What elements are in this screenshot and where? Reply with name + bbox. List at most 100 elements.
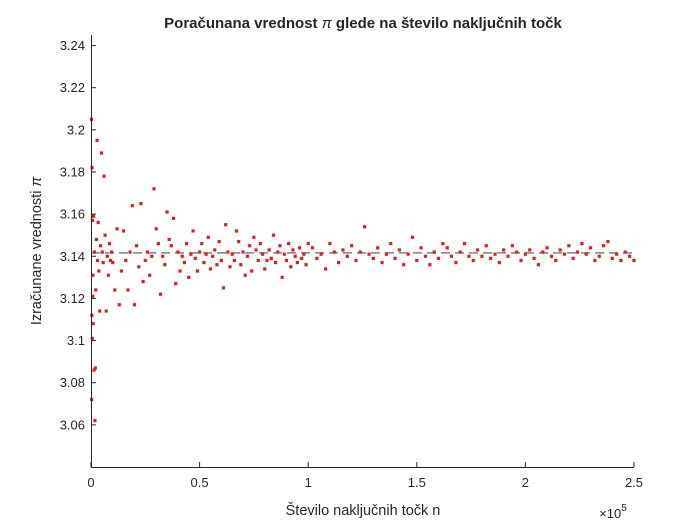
data-point [519,258,523,263]
data-point [545,246,549,250]
data-point [178,269,182,273]
data-point [91,273,95,277]
x-tick-label: 0.5 [191,475,209,490]
data-point [96,220,100,225]
data-point [580,242,584,246]
data-point [100,250,104,254]
plot-area: 0 0.5 1 1.5 2 2.5 3.06 3.08 3.1 3.12 3.14 3.16 3.18… [60,35,643,490]
data-point [363,225,367,229]
data-point [152,187,156,191]
data-point [158,292,163,296]
data-point [267,248,271,252]
data-point [103,233,107,237]
data-point [115,227,119,231]
data-point [554,258,558,263]
data-point [389,242,393,246]
data-point [571,256,575,260]
y-tick-label: 3.14 [60,249,85,264]
y-tick-label: 3.22 [60,80,85,95]
data-point [493,252,497,256]
data-point [150,254,154,258]
x-tick-label: 0 [87,475,94,490]
data-point [584,252,588,256]
data-point [97,269,101,273]
data-point [397,248,402,252]
data-point [506,254,510,258]
data-point [139,201,143,206]
data-point [541,250,545,254]
chart-title-suffix: glede na število naključnih točk [332,15,563,32]
data-point [471,258,475,263]
data-point [341,248,345,252]
y-axis-label-symbol: π [29,177,45,187]
data-point [567,244,571,248]
data-point [169,244,173,248]
data-point [98,244,103,248]
data-point [148,273,152,277]
data-point [502,248,506,252]
data-point [610,256,614,260]
data-point [367,252,371,256]
data-point [243,273,247,277]
data-point [328,242,332,246]
data-point [232,258,236,263]
data-point [245,254,249,258]
data-point [99,151,104,155]
data-point [300,256,304,260]
data-point [124,258,128,263]
data-point [384,252,388,256]
x-tick-label: 2.5 [625,475,643,490]
data-point [628,254,632,258]
x-axis-exponent-power: 5 [621,503,627,514]
data-point [128,250,132,254]
data-point [90,166,94,170]
data-point [562,252,567,256]
data-point [224,223,228,227]
chart-title: Poračunana vrednost π glede na število n… [164,15,562,32]
y-axis-label-prefix: Izračunane vrednosti [29,187,45,326]
data-point [358,250,362,254]
data-point [239,263,243,267]
data-point [234,229,239,233]
y-tick-label: 3.18 [60,164,85,179]
data-point [176,250,180,254]
data-point [406,252,410,256]
data-point [615,252,619,256]
data-point [263,267,267,271]
data-point [278,244,282,248]
data-point [423,254,428,258]
x-axis-exponent-base: ×10 [599,506,621,521]
data-point [549,254,554,258]
y-tick-label: 3.2 [67,122,85,137]
data-point [91,294,95,298]
data-point [276,250,280,254]
data-point [410,235,415,239]
data-point [247,244,252,248]
data-point [415,258,419,263]
data-point [117,303,121,307]
data-point [92,250,97,254]
data-point [113,288,117,292]
data-point [161,254,165,258]
data-point [282,252,286,256]
data-point [289,265,293,269]
data-point [143,258,147,263]
data-point [332,250,336,254]
data-point [489,256,493,260]
data-point [532,256,536,260]
chart-title-prefix: Poračunana vrednost [164,15,322,32]
data-point [137,265,141,269]
data-point [171,216,176,220]
data-point [208,267,213,271]
plot-frame [91,35,634,467]
data-point [606,239,610,244]
data-point [211,254,215,258]
data-point [441,242,445,246]
data-point [90,336,94,341]
data-point [480,254,484,258]
data-point [219,258,223,263]
data-point [200,242,204,246]
data-point [217,239,221,244]
data-point [306,242,310,246]
